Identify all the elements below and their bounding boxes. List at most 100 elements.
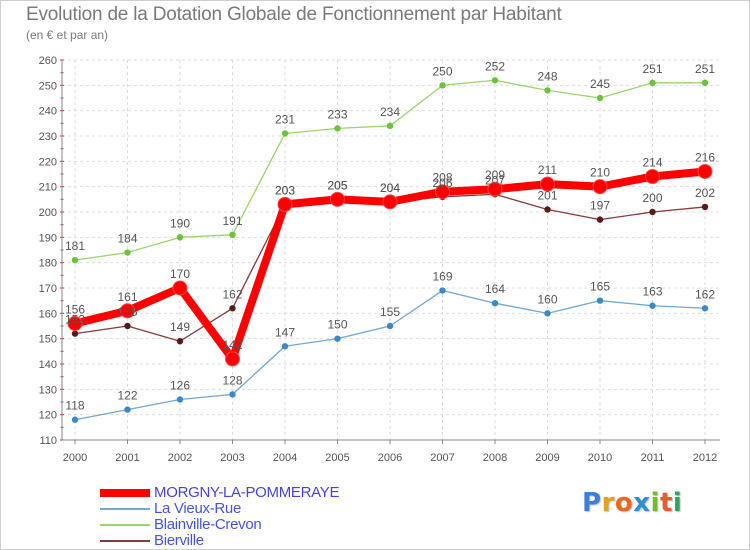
data-label: 204 xyxy=(380,181,400,195)
data-point xyxy=(334,125,341,132)
data-label: 149 xyxy=(170,320,190,334)
data-label: 234 xyxy=(380,105,400,119)
data-point xyxy=(649,302,656,309)
data-label: 162 xyxy=(695,287,715,301)
data-point xyxy=(701,305,709,312)
y-tick-label: 110 xyxy=(39,435,57,447)
data-label: 205 xyxy=(327,178,347,192)
legend-label: La Vieux-Rue xyxy=(154,500,242,517)
data-label: 122 xyxy=(117,389,137,403)
data-point xyxy=(124,322,131,330)
x-tick-label: 2004 xyxy=(273,452,297,464)
x-tick-label: 2003 xyxy=(220,452,244,464)
data-label: 128 xyxy=(222,373,242,387)
y-tick-label: 210 xyxy=(39,182,57,194)
data-label: 161 xyxy=(117,290,137,304)
data-label: 155 xyxy=(380,305,400,319)
data-label: 204 xyxy=(380,181,400,195)
data-point xyxy=(697,163,713,179)
x-tick-label: 2000 xyxy=(63,452,87,464)
legend-label: Blainville-Crevon xyxy=(154,516,262,533)
series-blainville-crevon xyxy=(71,77,709,264)
y-tick-label: 150 xyxy=(39,334,57,346)
data-point xyxy=(67,315,83,331)
legend-item: Bierville xyxy=(100,533,500,549)
data-point xyxy=(120,303,135,319)
data-label: 197 xyxy=(590,199,610,213)
y-tick-label: 180 xyxy=(39,258,57,270)
data-label: 142 xyxy=(222,338,242,352)
y-tick-label: 140 xyxy=(39,359,57,371)
logo-letter: o xyxy=(614,488,634,518)
data-point xyxy=(277,196,293,212)
data-label: 156 xyxy=(65,302,85,316)
data-label: 169 xyxy=(432,270,452,284)
data-point xyxy=(172,280,188,296)
data-point xyxy=(487,181,503,197)
x-tick-label: 2010 xyxy=(588,452,612,464)
data-label: 201 xyxy=(537,188,557,202)
data-point xyxy=(176,338,184,345)
data-point xyxy=(649,79,656,87)
data-label: 214 xyxy=(642,156,662,170)
data-point xyxy=(435,184,450,200)
data-point xyxy=(592,179,608,195)
data-label: 152 xyxy=(65,313,85,327)
y-tick-label: 170 xyxy=(39,283,57,295)
data-point xyxy=(124,406,131,413)
data-label: 206 xyxy=(432,176,452,190)
data-point xyxy=(544,87,551,94)
logo-letter: x xyxy=(633,488,651,518)
chart-subtitle: (en € et par an) xyxy=(26,28,109,42)
data-label: 207 xyxy=(485,173,505,187)
legend-item: MORGNY-LA-POMMERAYE xyxy=(100,485,500,501)
data-point xyxy=(439,287,446,294)
data-label: 251 xyxy=(642,62,662,76)
y-tick-label: 190 xyxy=(39,232,57,244)
data-label: 216 xyxy=(695,150,715,164)
x-tick-label: 2008 xyxy=(483,452,507,464)
data-label: 209 xyxy=(485,168,505,182)
series-morgny-la-pommeraye xyxy=(67,163,713,367)
data-point xyxy=(701,203,709,211)
y-tick-label: 120 xyxy=(39,410,57,422)
data-point xyxy=(544,206,551,213)
legend-swatch xyxy=(100,524,150,526)
legend-swatch xyxy=(100,489,150,497)
data-label: 203 xyxy=(275,183,295,197)
data-point xyxy=(281,130,289,137)
data-label: 245 xyxy=(590,77,610,91)
data-label: 233 xyxy=(327,107,347,121)
data-label: 155 xyxy=(117,305,137,319)
line-chart: 110 120 130 140 150 160 170 180 190 200 210 220 230 2… xyxy=(39,55,720,464)
data-point xyxy=(386,122,394,130)
y-tick-label: 250 xyxy=(39,80,57,92)
data-point xyxy=(229,391,236,398)
x-tick-label: 2009 xyxy=(535,452,559,464)
x-tick-label: 2007 xyxy=(430,452,454,464)
data-point xyxy=(439,82,446,89)
data-point xyxy=(645,169,660,185)
data-label: 251 xyxy=(695,62,715,76)
data-label: 231 xyxy=(275,112,295,126)
y-tick-label: 240 xyxy=(39,106,57,118)
data-point xyxy=(229,305,236,312)
data-point xyxy=(544,310,551,317)
data-point xyxy=(701,79,709,87)
data-label: 190 xyxy=(170,216,190,230)
data-point xyxy=(176,396,184,403)
y-tick-label: 160 xyxy=(39,308,57,320)
data-point xyxy=(176,234,184,241)
data-label: 191 xyxy=(222,214,242,228)
data-point xyxy=(71,330,79,337)
data-point xyxy=(382,194,398,210)
data-label: 160 xyxy=(537,292,557,306)
data-label: 211 xyxy=(538,163,557,177)
data-point xyxy=(491,300,499,307)
data-label: 205 xyxy=(327,178,347,192)
data-point xyxy=(596,297,604,304)
logo-letter: P xyxy=(582,488,602,518)
data-label: 164 xyxy=(485,282,505,296)
data-point xyxy=(334,335,341,342)
data-label: 150 xyxy=(327,318,347,332)
